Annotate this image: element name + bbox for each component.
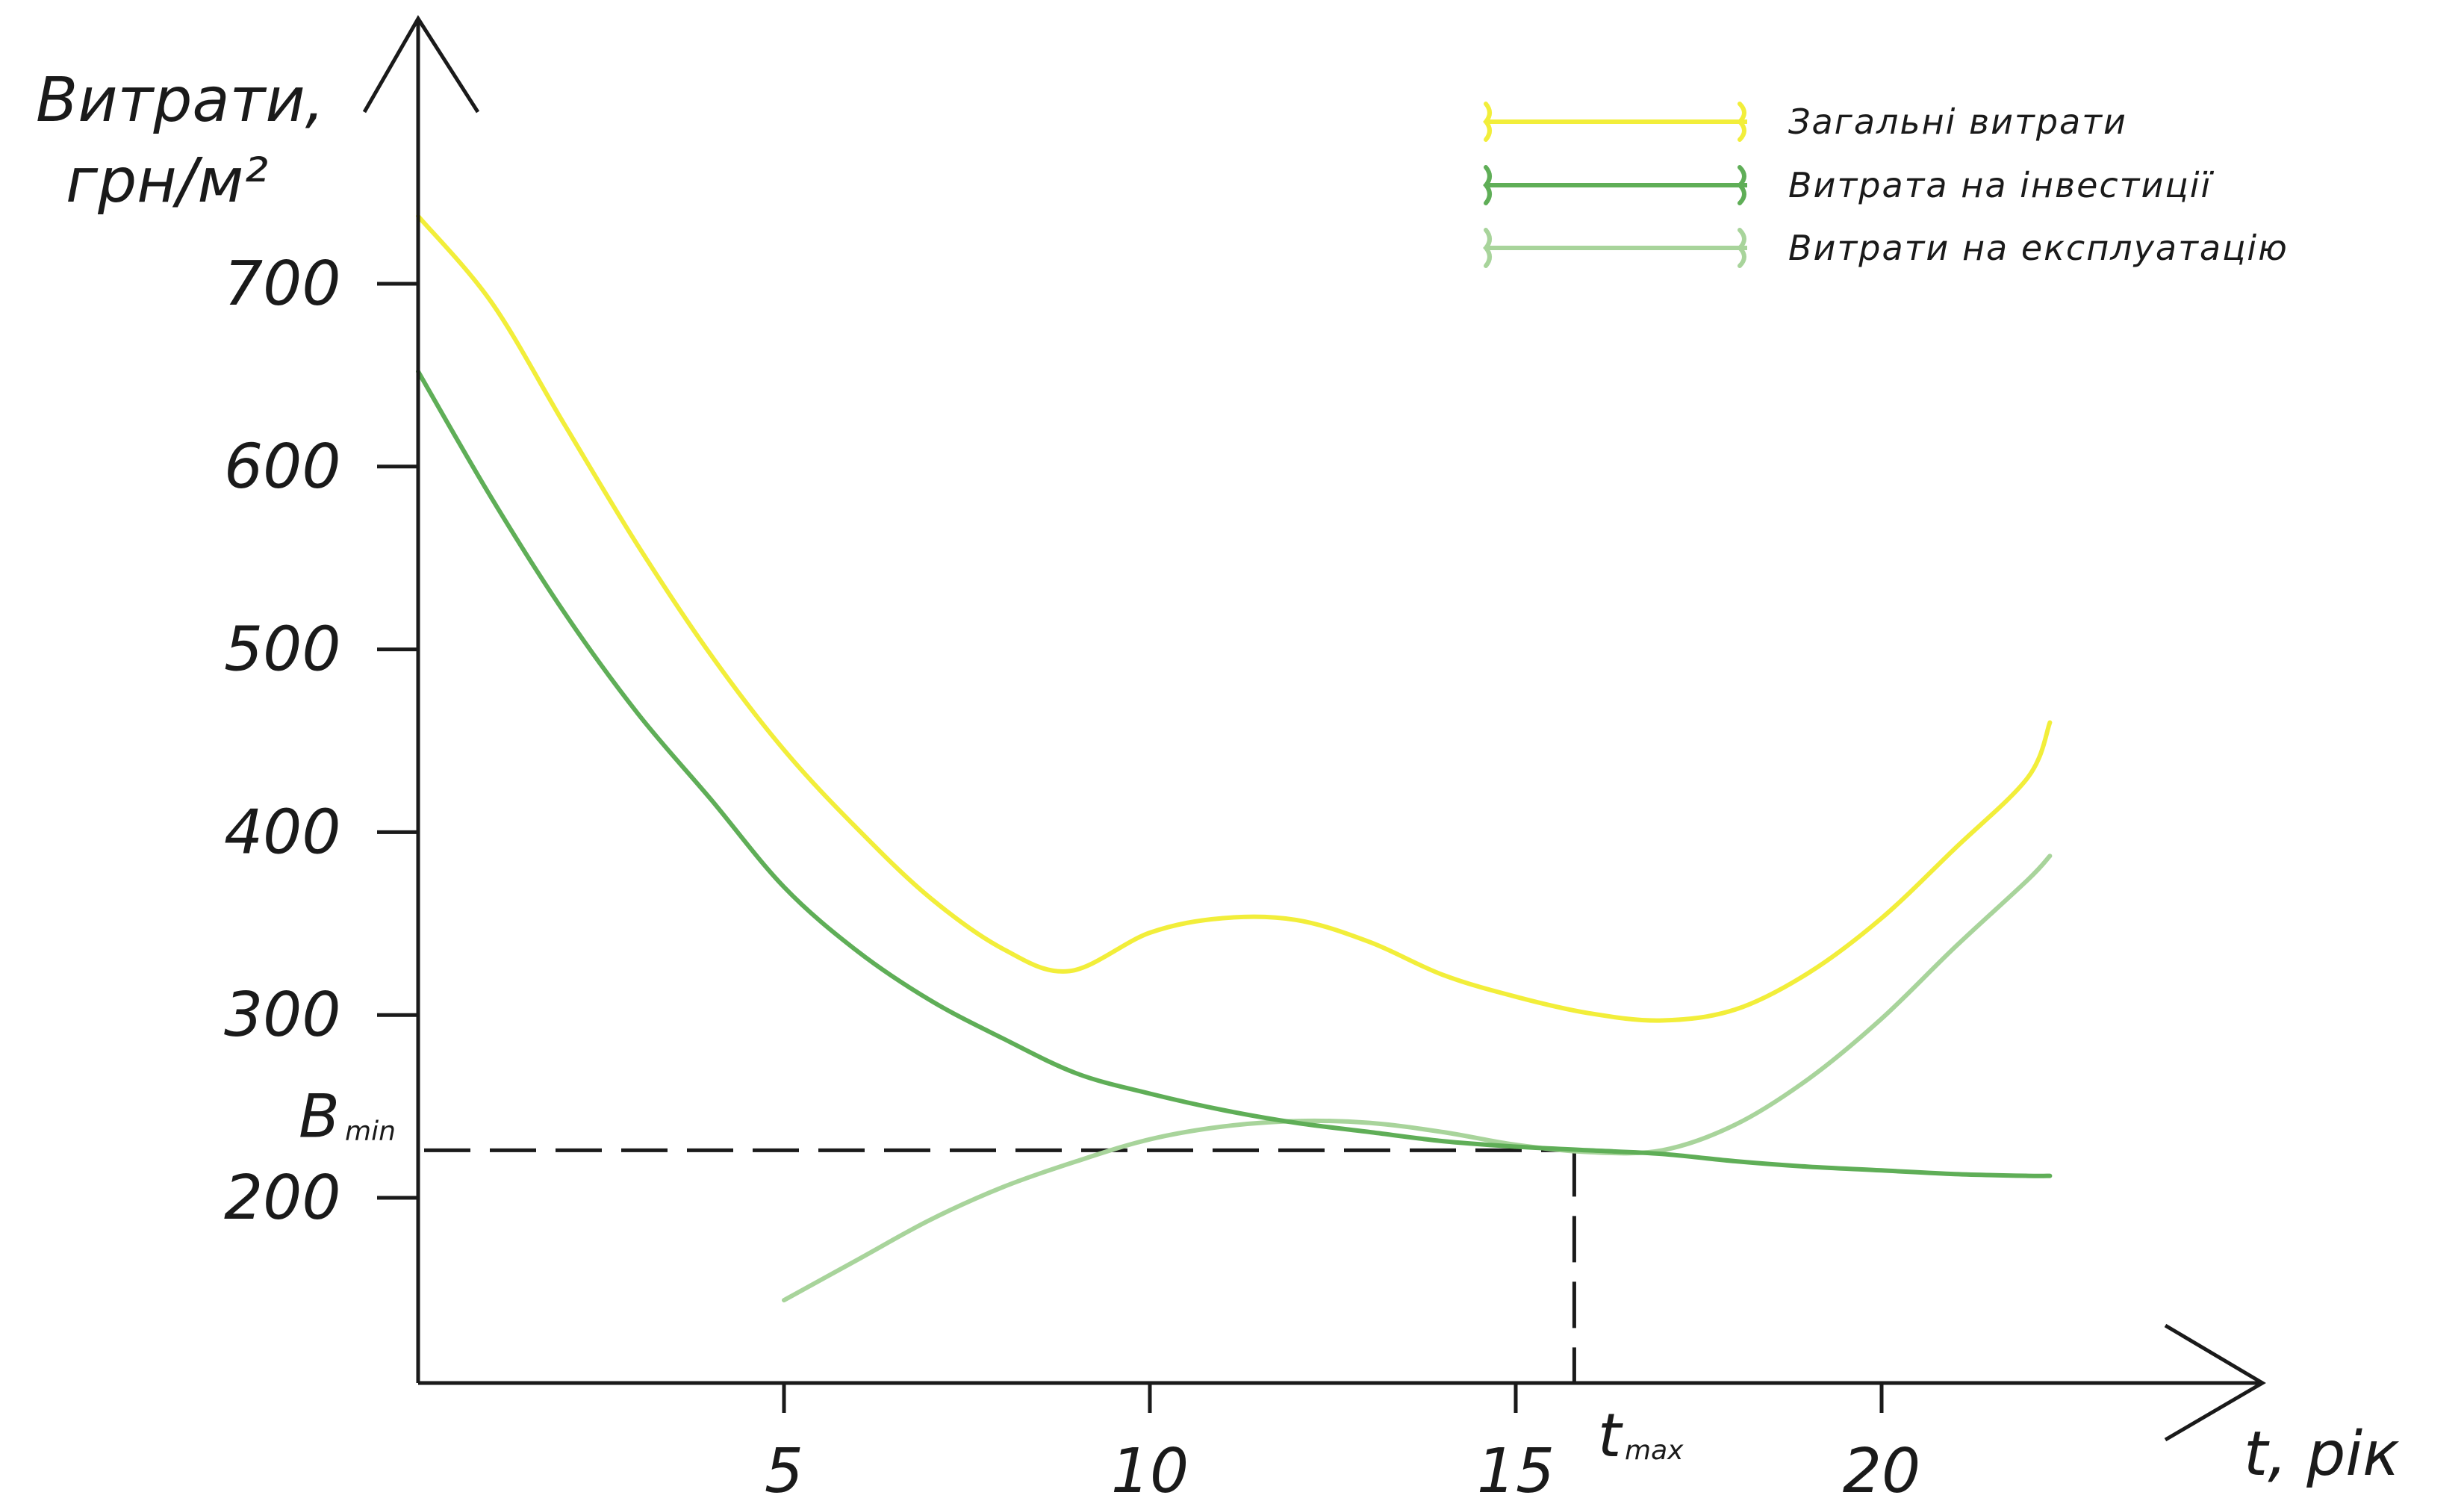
bmin-label: B (299, 1081, 340, 1151)
x-tick-label: 20 (1843, 1436, 1920, 1498)
x-tick-label: 5 (765, 1436, 803, 1498)
y-tick-label: 700 (224, 249, 341, 320)
series-line-0 (416, 214, 2053, 1023)
x-axis-arrowhead (2164, 1323, 2266, 1442)
series-line-1 (416, 369, 2053, 1178)
legend-label: Загальні витрати (1788, 102, 2127, 142)
y-tick-label: 400 (224, 797, 341, 868)
tmax-subscript: max (1625, 1435, 1684, 1466)
legend-label: Витрати на експлуатацію (1788, 228, 2289, 268)
legend-swatch-end-right (1736, 165, 1746, 205)
y-axis-label: Витрати, (36, 65, 325, 136)
legend-swatch-end-right (1736, 102, 1746, 142)
y-tick-label: 300 (224, 980, 341, 1051)
axes-layer (362, 15, 2266, 1442)
legend: Загальні витрати Витрата на інвестиції Вит… (1483, 102, 2289, 268)
legend-label: Витрата на інвестиції (1788, 165, 2214, 205)
y-axis-unit-label: грн/м² (66, 146, 268, 217)
legend-swatch-end-right (1736, 228, 1746, 268)
series-layer (416, 214, 2053, 1303)
x-axis-label: t, рік (2244, 1419, 2400, 1490)
x-tick-label: 10 (1111, 1436, 1189, 1498)
series-line-2 (782, 854, 2053, 1303)
y-tick-label: 600 (224, 432, 341, 503)
tmax-label: t (1598, 1401, 1623, 1470)
y-tick-label: 200 (224, 1163, 341, 1234)
bmin-subscript: min (345, 1116, 396, 1146)
reference-lines-layer (424, 1148, 1576, 1383)
y-tick-label: 500 (224, 615, 341, 686)
y-axis-arrowhead (362, 15, 480, 114)
x-tick-label: 15 (1477, 1436, 1555, 1498)
labels-layer: Витрати, грн/м² t, рік 200 300 400 500 600 70… (36, 65, 2400, 1498)
